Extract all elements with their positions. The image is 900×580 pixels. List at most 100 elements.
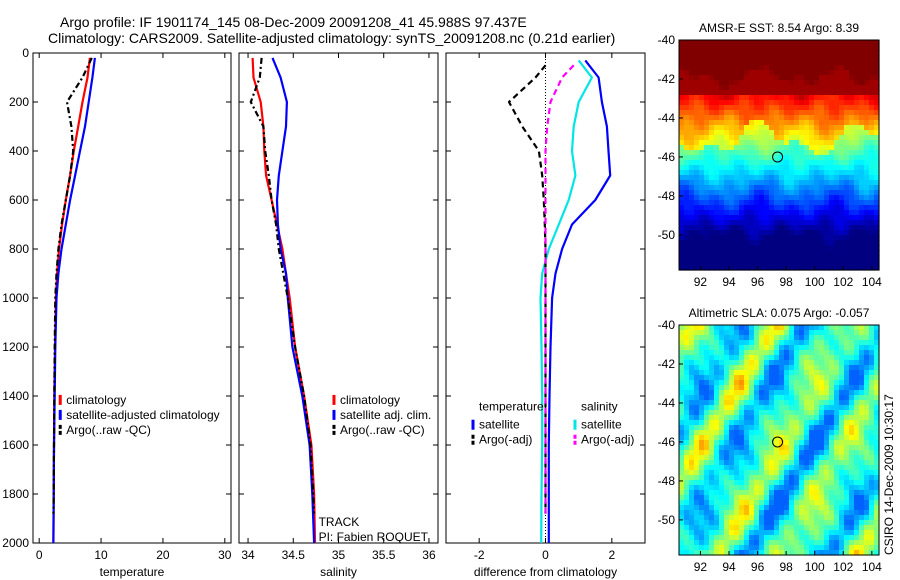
sla_map-cell bbox=[754, 340, 760, 346]
sst_map-cell bbox=[719, 95, 725, 101]
sla_map-cell bbox=[769, 475, 775, 481]
sla_map-cell bbox=[699, 475, 705, 481]
sla_map-cell bbox=[689, 490, 695, 496]
sst_map-cell bbox=[689, 195, 695, 201]
sla_map-cell bbox=[694, 420, 700, 426]
sla_map-cell bbox=[829, 365, 835, 371]
sst_map-cell bbox=[719, 140, 725, 146]
sst_map-cell bbox=[764, 235, 770, 241]
sst_map-cell bbox=[754, 55, 760, 61]
sla_map-cell bbox=[819, 370, 825, 376]
sla_map-cell bbox=[814, 410, 820, 416]
sst_map-cell bbox=[729, 60, 735, 66]
sst_map-cell bbox=[774, 85, 780, 91]
sst_map-cell bbox=[789, 180, 795, 186]
sst_map-cell bbox=[694, 250, 700, 256]
sst_map-cell bbox=[679, 80, 685, 86]
sst_map-cell bbox=[834, 100, 840, 106]
sst_map-cell bbox=[699, 180, 705, 186]
sla_map-cell bbox=[759, 430, 765, 436]
sst_map-cell bbox=[864, 65, 870, 71]
sst_map-cell bbox=[829, 55, 835, 61]
sst_map-cell bbox=[739, 210, 745, 216]
sla_map-cell bbox=[834, 385, 840, 391]
sst_map-cell bbox=[839, 245, 845, 251]
sst_map-cell bbox=[809, 115, 815, 121]
sla_map-cell bbox=[779, 540, 785, 546]
sst_map-cell bbox=[704, 85, 710, 91]
sla_map-cell bbox=[794, 515, 800, 521]
sla_map-cell bbox=[744, 435, 750, 441]
sst_map-cell bbox=[854, 130, 860, 136]
sla_map-cell bbox=[734, 405, 740, 411]
sla_map-cell bbox=[839, 395, 845, 401]
sst_map-cell bbox=[854, 120, 860, 126]
sla_map-cell bbox=[789, 390, 795, 396]
sla_map-cell bbox=[809, 435, 815, 441]
sla_map-cell bbox=[749, 350, 755, 356]
sla_map-cell bbox=[864, 500, 870, 506]
sst_map-cell bbox=[684, 60, 690, 66]
sla_map-cell bbox=[739, 400, 745, 406]
sst_map-cell bbox=[874, 165, 880, 171]
sla_map-cell bbox=[779, 435, 785, 441]
sla_map-cell bbox=[739, 540, 745, 546]
sst_map-cell bbox=[679, 50, 685, 56]
sla_map-cell bbox=[794, 405, 800, 411]
sla_map-xtick-label: 100 bbox=[805, 560, 825, 574]
sst_map-cell bbox=[744, 190, 750, 196]
sst_map-cell bbox=[764, 120, 770, 126]
sla_map-cell bbox=[719, 340, 725, 346]
sst_map-cell bbox=[734, 215, 740, 221]
sla_map-cell bbox=[684, 345, 690, 351]
sst_map-ytick-label: -42 bbox=[658, 72, 676, 86]
sla_map-cell bbox=[704, 395, 710, 401]
sst_map-cell bbox=[864, 140, 870, 146]
sst_map-cell bbox=[804, 195, 810, 201]
sla_map-cell bbox=[719, 420, 725, 426]
sla_map-cell bbox=[699, 445, 705, 451]
sst_map-cell bbox=[714, 110, 720, 116]
sla_map-cell bbox=[839, 480, 845, 486]
sla_map-cell bbox=[694, 395, 700, 401]
sst_map-cell bbox=[854, 65, 860, 71]
sst_map-cell bbox=[724, 170, 730, 176]
sla_map-cell bbox=[734, 535, 740, 541]
sla_map-cell bbox=[744, 510, 750, 516]
sla_map-cell bbox=[739, 345, 745, 351]
sst_map-cell bbox=[729, 80, 735, 86]
sst_map-cell bbox=[794, 210, 800, 216]
sla_map-cell bbox=[854, 405, 860, 411]
sst_map-cell bbox=[774, 135, 780, 141]
sst_map-cell bbox=[759, 220, 765, 226]
sla_map-cell bbox=[854, 425, 860, 431]
sst_map-cell bbox=[819, 155, 825, 161]
sla_map-cell bbox=[689, 345, 695, 351]
sla_map-cell bbox=[799, 345, 805, 351]
temperature-ytick-label: 2000 bbox=[2, 536, 29, 550]
sla_map-cell bbox=[729, 550, 735, 556]
sla_map-cell bbox=[734, 490, 740, 496]
sst_map-cell bbox=[794, 255, 800, 261]
sst_map-cell bbox=[704, 195, 710, 201]
sst_map-cell bbox=[769, 125, 775, 131]
sst_map-cell bbox=[829, 205, 835, 211]
sst_map-cell bbox=[734, 250, 740, 256]
sst_map-cell bbox=[869, 65, 875, 71]
sst_map-cell bbox=[789, 160, 795, 166]
sst_map-cell bbox=[829, 175, 835, 181]
sla_map-cell bbox=[759, 405, 765, 411]
sla_map-cell bbox=[804, 355, 810, 361]
sla_map-cell bbox=[844, 335, 850, 341]
sla_map-cell bbox=[869, 385, 875, 391]
sst_map-cell bbox=[844, 135, 850, 141]
sla_map-cell bbox=[869, 390, 875, 396]
sst_map-cell bbox=[824, 220, 830, 226]
sst_map-cell bbox=[789, 250, 795, 256]
sla_map-cell bbox=[869, 500, 875, 506]
sst_map-cell bbox=[729, 135, 735, 141]
sst_map-cell bbox=[749, 90, 755, 96]
sla_map-cell bbox=[789, 520, 795, 526]
sla_map-cell bbox=[744, 525, 750, 531]
sst_map-cell bbox=[709, 140, 715, 146]
